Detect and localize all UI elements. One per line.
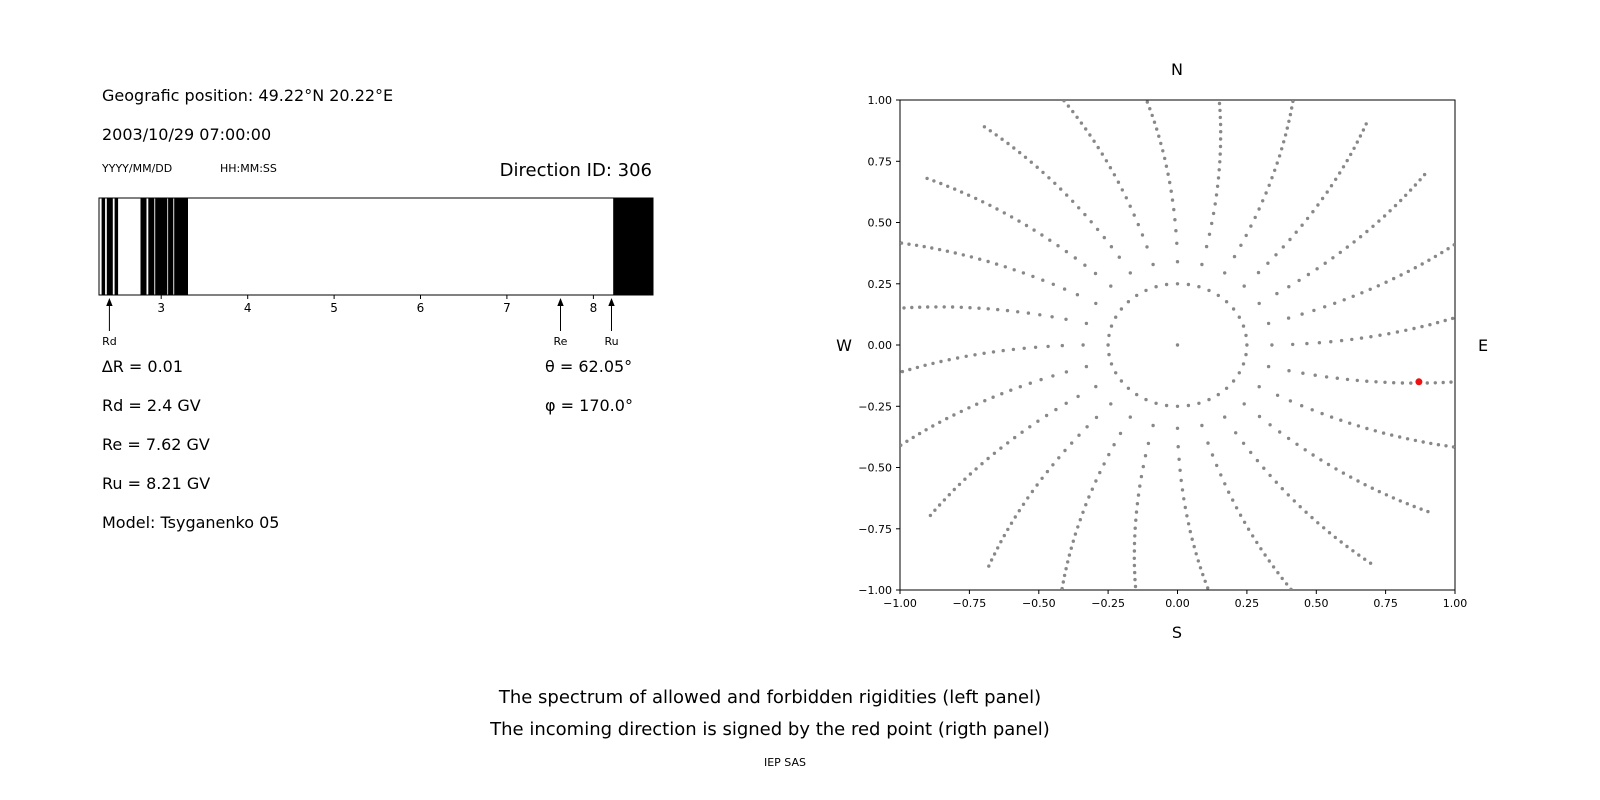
svg-text:7: 7	[503, 301, 511, 315]
svg-text:−0.25: −0.25	[1091, 597, 1125, 610]
delta-r-value: ∆R = 0.01	[102, 357, 184, 376]
svg-text:0.25: 0.25	[868, 278, 893, 291]
credit-label: IEP SAS	[763, 756, 807, 769]
svg-text:6: 6	[417, 301, 425, 315]
forbidden-band	[174, 198, 188, 295]
svg-text:−1.00: −1.00	[883, 597, 917, 610]
svg-text:−1.00: −1.00	[858, 584, 892, 597]
svg-text:0.25: 0.25	[1235, 597, 1260, 610]
svg-text:0.00: 0.00	[868, 339, 893, 352]
svg-text:3: 3	[157, 301, 165, 315]
geographic-position-label: Geografic position: 49.22°N 20.22°E	[102, 86, 394, 105]
rd-value: Rd = 2.4 GV	[102, 396, 201, 415]
phi-value: φ = 170.0°	[545, 396, 633, 415]
svg-text:−0.50: −0.50	[858, 462, 892, 475]
svg-text:0.00: 0.00	[1165, 597, 1190, 610]
svg-text:8: 8	[590, 301, 598, 315]
svg-text:1.00: 1.00	[868, 95, 893, 107]
compass-south-label: S	[1171, 623, 1183, 642]
forbidden-band	[114, 198, 119, 295]
svg-text:−0.25: −0.25	[858, 400, 892, 413]
re-value: Re = 7.62 GV	[102, 435, 210, 454]
svg-text:0.75: 0.75	[1373, 597, 1398, 610]
caption-line1: The spectrum of allowed and forbidden ri…	[498, 687, 1042, 708]
svg-text:−0.75: −0.75	[953, 597, 987, 610]
svg-text:4: 4	[244, 301, 252, 315]
caption-line2: The incoming direction is signed by the …	[490, 719, 1050, 740]
spectrum-frame	[98, 197, 654, 296]
svg-text:0.50: 0.50	[1304, 597, 1329, 610]
rigidity-spectrum-plot: 3 4 5 6 7 8 Rd Re Ru	[98, 197, 654, 348]
direction-id-label: Direction ID: 306	[499, 160, 652, 181]
forbidden-band	[101, 198, 106, 295]
compass-north-label: N	[1171, 60, 1183, 79]
asymptotic-directions-plot: −1.00 −0.75 −0.50 −0.25 0.00 0.25 0.50 0.75 1.00…	[858, 95, 1468, 610]
forbidden-band	[148, 198, 155, 295]
model-label: Model: Tsyganenko 05	[102, 513, 280, 532]
svg-text:−0.75: −0.75	[858, 523, 892, 536]
svg-text:5: 5	[330, 301, 338, 315]
compass-west-label: W	[836, 336, 852, 355]
theta-value: θ = 62.05°	[545, 357, 633, 376]
forbidden-band	[613, 198, 653, 295]
forbidden-band	[106, 198, 113, 295]
svg-text:1.00: 1.00	[1443, 597, 1468, 610]
svg-text:−0.50: −0.50	[1022, 597, 1056, 610]
time-format-label: HH:MM:SS	[220, 162, 277, 175]
forbidden-band	[140, 198, 147, 295]
date-format-label: YYYY/MM/DD	[102, 162, 173, 175]
asymptotic-direction-dots	[900, 100, 1455, 590]
svg-text:0.50: 0.50	[868, 217, 893, 230]
datetime-label: 2003/10/29 07:00:00	[102, 125, 272, 144]
marker-label: Re	[554, 335, 568, 348]
marker-label: Rd	[102, 335, 117, 348]
forbidden-band	[168, 198, 174, 295]
marker-label: Ru	[604, 335, 618, 348]
ru-value: Ru = 8.21 GV	[102, 474, 211, 493]
compass-east-label: E	[1478, 336, 1489, 355]
forbidden-band	[155, 198, 168, 295]
incoming-direction-point	[1415, 378, 1423, 386]
svg-text:0.75: 0.75	[868, 155, 893, 168]
